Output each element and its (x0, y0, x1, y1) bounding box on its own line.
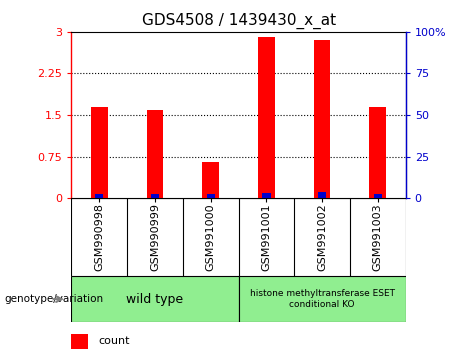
Text: GSM991002: GSM991002 (317, 203, 327, 271)
Text: GSM991003: GSM991003 (373, 203, 383, 271)
Bar (239, 276, 406, 322)
Text: wild type: wild type (126, 293, 183, 306)
Bar (314, 40, 331, 198)
Text: GSM990998: GSM990998 (95, 203, 104, 271)
Text: histone methyltransferase ESET
conditional KO: histone methyltransferase ESET condition… (249, 290, 395, 309)
Bar (91, 107, 108, 198)
Bar (151, 194, 159, 198)
Bar (147, 109, 163, 198)
Bar (374, 194, 382, 198)
Bar (369, 107, 386, 198)
Text: count: count (98, 336, 130, 346)
Bar (202, 162, 219, 198)
Bar (71, 276, 239, 322)
Text: GSM991000: GSM991000 (206, 203, 216, 271)
Bar (95, 194, 103, 198)
Bar (258, 38, 275, 198)
Bar (71, 333, 88, 349)
Text: GSM991001: GSM991001 (261, 203, 272, 271)
Bar (318, 193, 326, 198)
Bar (262, 193, 271, 198)
Bar (207, 194, 215, 198)
Text: genotype/variation: genotype/variation (5, 294, 104, 304)
Title: GDS4508 / 1439430_x_at: GDS4508 / 1439430_x_at (142, 13, 336, 29)
Text: GSM990999: GSM990999 (150, 203, 160, 271)
